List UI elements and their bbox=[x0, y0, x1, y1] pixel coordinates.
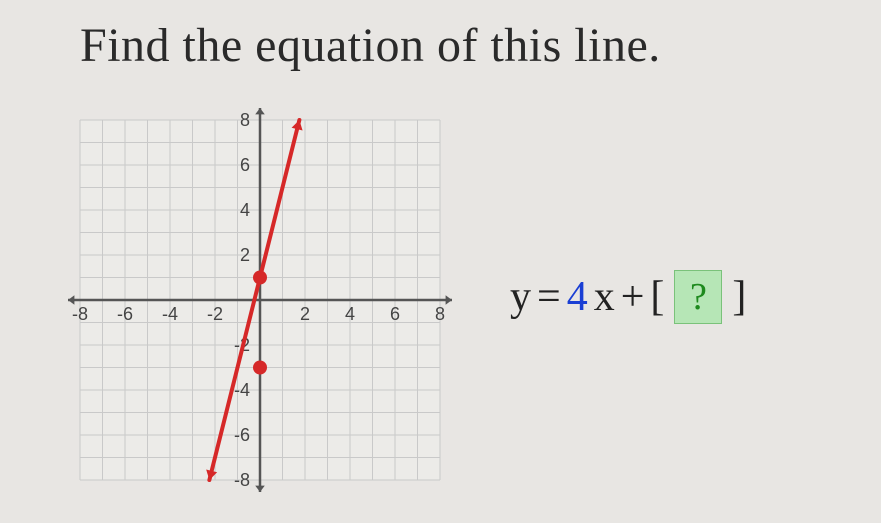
svg-text:-6: -6 bbox=[234, 425, 250, 445]
svg-text:6: 6 bbox=[240, 155, 250, 175]
svg-text:-4: -4 bbox=[162, 304, 178, 324]
svg-text:2: 2 bbox=[240, 245, 250, 265]
answer-input[interactable]: ? bbox=[674, 270, 722, 324]
svg-text:6: 6 bbox=[390, 304, 400, 324]
equation: y = 4x + [ ? ] bbox=[510, 270, 746, 324]
page-title: Find the equation of this line. bbox=[80, 18, 861, 73]
svg-text:8: 8 bbox=[240, 110, 250, 130]
equation-plus: + bbox=[621, 273, 645, 321]
svg-text:8: 8 bbox=[435, 304, 445, 324]
coordinate-chart: -8-6-4-22468-8-6-4-22468 bbox=[60, 100, 460, 500]
equation-lhs: y bbox=[510, 273, 531, 321]
equation-var: x bbox=[594, 273, 615, 321]
svg-text:-8: -8 bbox=[234, 470, 250, 490]
equation-coef: 4 bbox=[567, 273, 588, 321]
svg-text:4: 4 bbox=[345, 304, 355, 324]
svg-text:2: 2 bbox=[300, 304, 310, 324]
chart-svg: -8-6-4-22468-8-6-4-22468 bbox=[60, 100, 460, 500]
svg-text:4: 4 bbox=[240, 200, 250, 220]
svg-text:-2: -2 bbox=[207, 304, 223, 324]
equation-eq: = bbox=[537, 273, 561, 321]
left-bracket: [ bbox=[650, 273, 664, 321]
svg-text:-4: -4 bbox=[234, 380, 250, 400]
svg-text:-6: -6 bbox=[117, 304, 133, 324]
svg-text:-8: -8 bbox=[72, 304, 88, 324]
right-bracket: ] bbox=[732, 273, 746, 321]
